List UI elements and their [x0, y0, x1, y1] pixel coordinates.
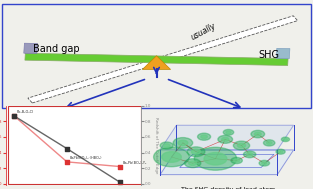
- Circle shape: [173, 138, 193, 148]
- Circle shape: [222, 137, 229, 141]
- Circle shape: [262, 162, 267, 165]
- Circle shape: [284, 138, 287, 140]
- FancyBboxPatch shape: [276, 48, 290, 59]
- Circle shape: [259, 160, 269, 166]
- Text: usually: usually: [189, 22, 218, 42]
- Text: Ba₂Pb(BO₃)₂Y₂: Ba₂Pb(BO₃)₂Y₂: [122, 161, 147, 165]
- Circle shape: [276, 149, 285, 154]
- Circle shape: [194, 147, 237, 170]
- Circle shape: [187, 147, 205, 156]
- Text: Band gap: Band gap: [33, 44, 80, 54]
- Polygon shape: [142, 56, 171, 69]
- FancyBboxPatch shape: [25, 53, 288, 66]
- Circle shape: [264, 140, 275, 146]
- Circle shape: [251, 130, 264, 138]
- Circle shape: [218, 135, 233, 143]
- Circle shape: [160, 142, 173, 149]
- Y-axis label: Redshift of The Cutoff Edge: Redshift of The Cutoff Edge: [154, 117, 158, 174]
- Text: SHG: SHG: [259, 50, 280, 60]
- FancyBboxPatch shape: [28, 16, 298, 103]
- Point: [12, 115, 17, 118]
- Text: The SHG density of lead atom: The SHG density of lead atom: [181, 187, 276, 189]
- FancyBboxPatch shape: [24, 43, 38, 53]
- Point: [117, 181, 122, 184]
- Circle shape: [163, 144, 170, 147]
- Circle shape: [162, 152, 181, 162]
- Circle shape: [178, 140, 188, 146]
- Text: BaPb(BO₂)₃·(HBO₂): BaPb(BO₂)₃·(HBO₂): [69, 156, 102, 160]
- Polygon shape: [160, 125, 294, 150]
- Circle shape: [233, 141, 250, 150]
- Circle shape: [266, 141, 272, 144]
- Circle shape: [198, 133, 211, 140]
- Circle shape: [238, 143, 246, 148]
- Circle shape: [226, 131, 231, 134]
- Circle shape: [231, 157, 242, 164]
- Circle shape: [154, 147, 189, 167]
- Point: [64, 147, 69, 150]
- Point: [117, 165, 122, 168]
- Circle shape: [254, 132, 261, 136]
- Point: [64, 160, 69, 163]
- Circle shape: [191, 149, 201, 154]
- Circle shape: [204, 153, 227, 165]
- Text: Pb₂B₅O₉Cl: Pb₂B₅O₉Cl: [17, 110, 34, 114]
- Circle shape: [185, 159, 201, 168]
- Circle shape: [278, 150, 283, 153]
- Circle shape: [281, 137, 290, 142]
- Circle shape: [201, 135, 207, 139]
- Point: [12, 115, 17, 118]
- Circle shape: [244, 151, 256, 158]
- Circle shape: [189, 161, 197, 165]
- Circle shape: [223, 129, 234, 135]
- Circle shape: [234, 159, 239, 162]
- Polygon shape: [160, 150, 294, 175]
- Circle shape: [247, 153, 253, 156]
